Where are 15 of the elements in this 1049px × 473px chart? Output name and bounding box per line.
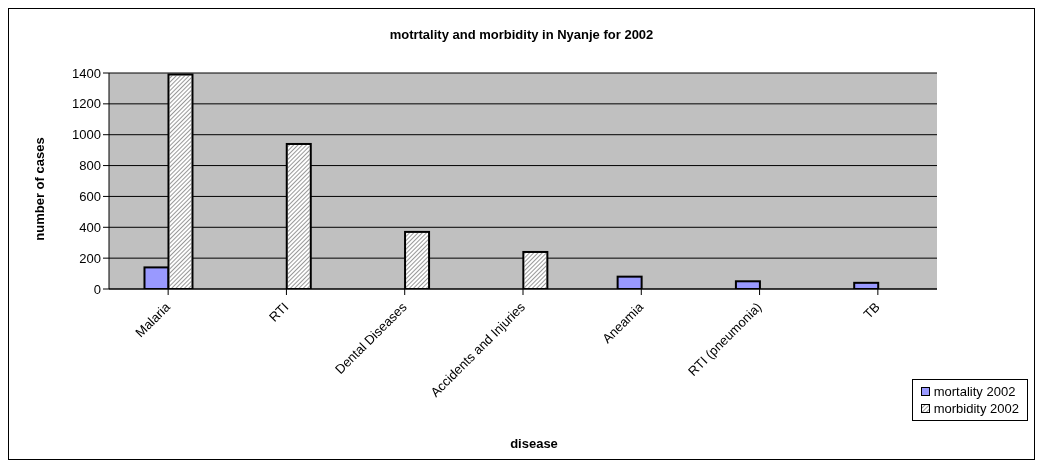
y-tick-label: 1200 [72,96,101,112]
y-tick-label: 600 [79,189,101,205]
chart-title: motrtality and morbidity in Nyanje for 2002 [388,27,655,42]
legend-label: mortality 2002 [933,383,1016,400]
y-tick-label: 1400 [72,65,101,81]
x-tick-label: TB [860,299,883,322]
y-tick-label: 0 [93,281,101,297]
x-tick-label: RTI [266,299,292,325]
y-tick-label: 200 [79,250,101,266]
x-axis-title: disease [509,436,559,451]
legend-label: morbidity 2002 [933,400,1019,417]
y-tick-label: 800 [79,158,101,174]
y-axis-title: number of cases [31,137,47,241]
y-tick-label: 1000 [72,127,101,143]
y-tick-label: 400 [79,219,101,235]
